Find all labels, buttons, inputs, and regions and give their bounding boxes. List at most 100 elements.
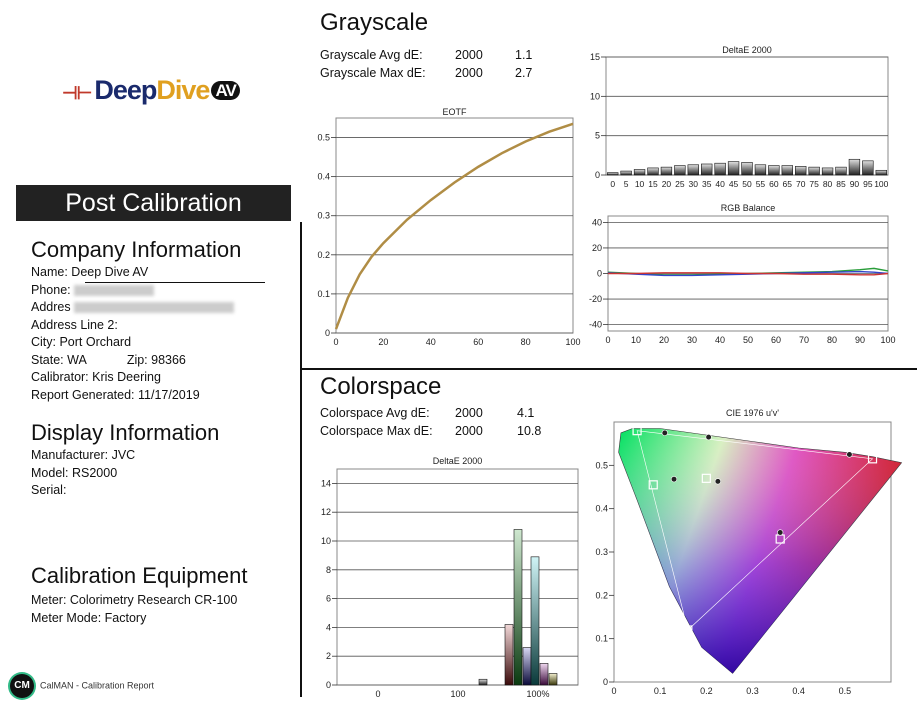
colorspace-avg-value: 4.1 bbox=[517, 406, 535, 420]
calman-logo-icon: CM bbox=[10, 674, 34, 698]
display-model: Model: RS2000 bbox=[31, 465, 118, 480]
gs-de-ytick-label: 0 bbox=[595, 170, 600, 180]
gs-de-bar bbox=[674, 165, 686, 176]
gs-de-bar bbox=[687, 164, 699, 176]
gs-de-xtick-label: 95 bbox=[863, 179, 873, 189]
cs-de-plot-area bbox=[336, 468, 579, 686]
gs-de-xtick-label: 45 bbox=[729, 179, 739, 189]
grayscale-stats: Grayscale Avg dE: 2000 1.1 Grayscale Max d… bbox=[320, 46, 532, 82]
colorspace-max-std: 2000 bbox=[455, 424, 483, 438]
cs-de-bar bbox=[504, 624, 514, 686]
grayscale-max-value: 2.7 bbox=[515, 66, 533, 80]
cs-de-ytick-label: 12 bbox=[321, 507, 331, 517]
grayscale-avg-value: 1.1 bbox=[515, 48, 533, 62]
company-info: Name: Deep Dive AV Phone: Addres Address… bbox=[31, 264, 271, 404]
gs-de-bar bbox=[660, 166, 673, 176]
equipment-mode: Meter Mode: Factory bbox=[31, 610, 147, 625]
grayscale-avg-label: Grayscale Avg dE: bbox=[320, 48, 423, 62]
gs-de-xtick-label: 90 bbox=[850, 179, 860, 189]
cie-measured-point bbox=[661, 429, 668, 436]
gs-de-title: DeltaE 2000 bbox=[722, 45, 772, 55]
grayscale-avg-std: 2000 bbox=[455, 48, 483, 62]
cie-xtick-label: 0.5 bbox=[839, 686, 852, 696]
gs-de-bar bbox=[821, 167, 834, 176]
horizontal-divider bbox=[300, 368, 917, 370]
cs-de-bar bbox=[539, 663, 549, 686]
gs-de-bar bbox=[835, 166, 847, 176]
rgb-ytick-label: -40 bbox=[589, 320, 602, 330]
cie-ytick-label: 0 bbox=[603, 677, 608, 687]
cie-target-marker bbox=[867, 454, 878, 464]
gs-de-xtick-label: 70 bbox=[796, 179, 806, 189]
eotf-ytick-label: 0.4 bbox=[317, 172, 330, 182]
eotf-ytick-label: 0.5 bbox=[317, 133, 330, 143]
colorspace-max-value: 10.8 bbox=[517, 424, 542, 438]
gs-de-xtick-label: 55 bbox=[756, 179, 766, 189]
cs-de-xtick-label: 100% bbox=[526, 689, 549, 699]
footer-text: CalMAN - Calibration Report bbox=[40, 680, 155, 691]
rgb-xtick-label: 80 bbox=[827, 335, 837, 345]
gs-de-bar bbox=[795, 166, 807, 176]
gs-de-ytick-label: 10 bbox=[590, 91, 600, 101]
gs-de-bar bbox=[647, 167, 659, 176]
eotf-xtick-label: 40 bbox=[426, 337, 436, 347]
gs-de-bar bbox=[701, 163, 713, 176]
gs-de-bar bbox=[781, 165, 793, 176]
cs-de-ytick-label: 8 bbox=[326, 565, 331, 575]
rgb-xtick-label: 60 bbox=[771, 335, 781, 345]
rgb-xtick-label: 90 bbox=[855, 335, 865, 345]
rgb-series-line bbox=[608, 272, 889, 276]
company-name: Name: Deep Dive AV bbox=[31, 265, 149, 279]
company-calibrator: Calibrator: Kris Deering bbox=[31, 370, 161, 384]
cie-xtick-label: 0.4 bbox=[792, 686, 805, 696]
company-address: Addres bbox=[31, 299, 271, 317]
rgb-ytick-label: -20 bbox=[589, 294, 602, 304]
gs-de-xtick-label: 25 bbox=[675, 179, 685, 189]
cie-ytick-label: 0.5 bbox=[595, 460, 608, 470]
gs-de-xtick-label: 65 bbox=[783, 179, 793, 189]
cie-target-marker bbox=[683, 625, 693, 635]
footer: CM CalMAN - Calibration Report bbox=[10, 674, 154, 698]
gs-de-bar bbox=[768, 165, 780, 176]
cie-title: CIE 1976 u'v' bbox=[726, 408, 779, 418]
rgb-xtick-label: 20 bbox=[659, 335, 669, 345]
cs-de-ytick-label: 0 bbox=[326, 680, 331, 690]
cie-measured-point bbox=[670, 476, 678, 483]
deepdive-logo: ⊣⊢ DeepDive AV bbox=[62, 75, 240, 106]
grayscale-max-std: 2000 bbox=[455, 66, 483, 80]
gs-de-bar bbox=[862, 160, 874, 176]
cs-de-ytick-label: 4 bbox=[326, 622, 331, 632]
company-phone: Phone: bbox=[31, 282, 271, 300]
gs-de-ytick-label: 15 bbox=[590, 52, 600, 62]
rgb-ytick-label: 40 bbox=[592, 217, 602, 227]
cs-de-bar bbox=[548, 673, 558, 686]
cie-gamut-triangle bbox=[636, 430, 874, 631]
cs-de-xtick-label: 100 bbox=[450, 689, 465, 699]
grayscale-title: Grayscale bbox=[320, 9, 429, 36]
cs-de-xtick-label: 0 bbox=[375, 689, 380, 699]
eotf-xtick-label: 0 bbox=[333, 337, 338, 347]
company-address2: Address Line 2: bbox=[31, 317, 118, 332]
gs-de-bar bbox=[754, 164, 767, 176]
cie-target-marker bbox=[648, 480, 658, 490]
cie-ytick-label: 0.2 bbox=[595, 590, 608, 600]
phone-underline bbox=[85, 282, 265, 283]
cs-de-title: DeltaE 2000 bbox=[433, 456, 483, 466]
gs-de-xtick-label: 100 bbox=[874, 179, 888, 189]
cs-de-ytick-label: 6 bbox=[326, 594, 331, 604]
rgb-xtick-label: 30 bbox=[687, 335, 697, 345]
cie-measured-point bbox=[705, 434, 712, 441]
colorspace-avg-std: 2000 bbox=[455, 406, 483, 420]
cie-xtick-label: 0.2 bbox=[700, 686, 713, 696]
logo-text-deep: Deep bbox=[94, 75, 157, 105]
cie-xtick-label: 0.3 bbox=[746, 686, 759, 696]
gs-de-bar bbox=[808, 166, 820, 176]
gs-de-xtick-label: 80 bbox=[823, 179, 833, 189]
gs-de-xtick-label: 30 bbox=[689, 179, 699, 189]
logo-mark-icon: ⊣⊢ bbox=[62, 83, 92, 103]
equipment-info: Meter: Colorimetry Research CR-100 Meter… bbox=[31, 592, 237, 627]
eotf-ytick-label: 0.1 bbox=[317, 289, 330, 299]
company-heading: Company Information bbox=[31, 237, 242, 262]
eotf-xtick-label: 80 bbox=[521, 337, 531, 347]
colorspace-max-label: Colorspace Max dE: bbox=[320, 424, 433, 438]
